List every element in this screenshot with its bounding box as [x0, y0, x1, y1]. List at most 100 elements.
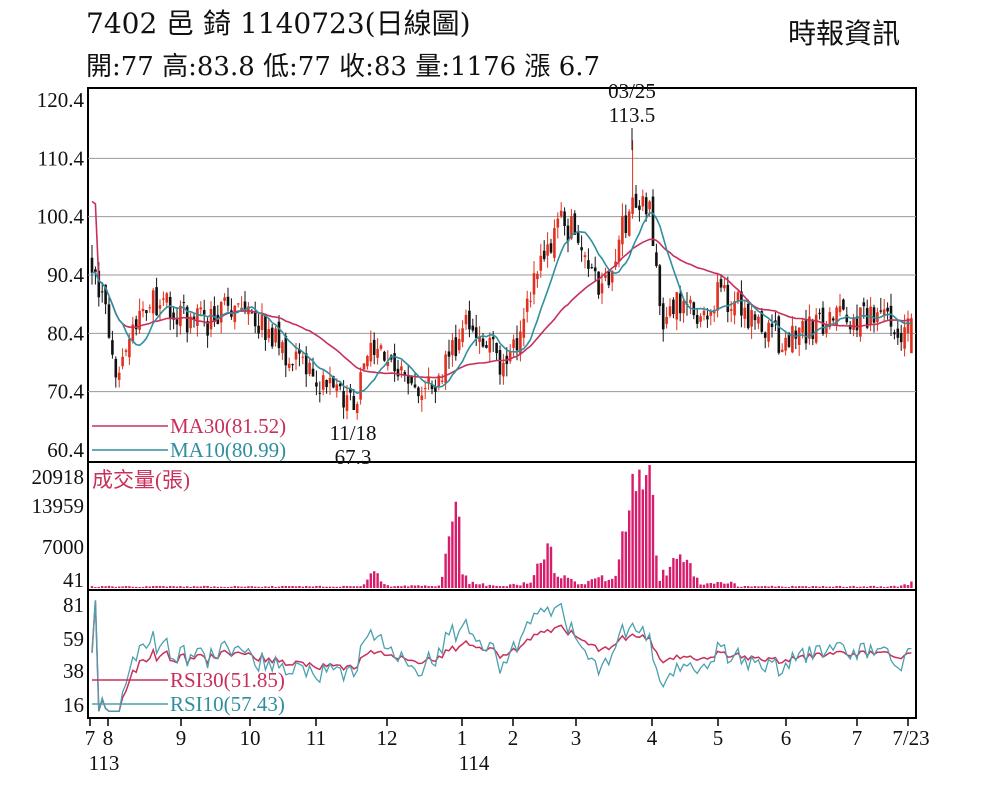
- candlestick: [539, 243, 543, 278]
- price-y-tick: 120.4: [37, 88, 85, 112]
- volume-bar: [679, 554, 682, 588]
- volume-bar: [855, 586, 859, 588]
- volume-bar: [437, 585, 440, 588]
- volume-bar: [390, 586, 393, 588]
- candlestick: [352, 388, 356, 411]
- volume-bar: [611, 578, 614, 588]
- volume-bar: [492, 585, 495, 588]
- candlestick: [525, 290, 529, 323]
- volume-bar: [889, 585, 893, 588]
- volume-bar: [441, 576, 444, 588]
- candlestick: [906, 310, 910, 342]
- candlestick: [474, 314, 478, 347]
- volume-bar: [240, 586, 243, 588]
- volume-bar: [645, 475, 648, 588]
- volume-bar: [767, 586, 770, 588]
- volume-y-tick: 7000: [42, 535, 84, 559]
- price-y-tick: 60.4: [47, 438, 84, 462]
- volume-bar: [617, 559, 621, 588]
- volume-bar: [281, 585, 284, 588]
- volume-bar: [152, 586, 155, 588]
- candlestick: [508, 344, 512, 364]
- volume-bar: [97, 586, 100, 588]
- volume-bar: [267, 586, 270, 588]
- price-candlesticks: [90, 140, 913, 420]
- ma10-line: [91, 211, 912, 395]
- candlestick: [774, 312, 777, 331]
- candlestick: [505, 347, 509, 377]
- candlestick: [777, 314, 781, 355]
- volume-bar: [199, 586, 202, 588]
- candlestick: [328, 366, 332, 395]
- volume-bar: [587, 580, 590, 588]
- volume-bar: [169, 585, 172, 588]
- volume-bar: [298, 586, 301, 588]
- candlestick: [865, 299, 869, 330]
- volume-bar: [549, 546, 553, 588]
- volume-bar: [311, 586, 315, 588]
- candlestick: [369, 330, 373, 367]
- volume-bar: [179, 586, 182, 588]
- candlestick: [678, 285, 682, 322]
- volume-bar: [784, 586, 787, 588]
- volume-bar: [699, 584, 702, 588]
- candlestick: [740, 280, 743, 328]
- volume-bar: [638, 469, 641, 588]
- candlestick: [213, 296, 216, 327]
- candlestick: [423, 380, 427, 400]
- candlestick: [573, 210, 577, 235]
- volume-bar: [359, 586, 362, 588]
- volume-bar: [111, 586, 114, 588]
- candlestick: [743, 300, 747, 328]
- volume-bar: [733, 583, 736, 588]
- volume-bar: [413, 585, 417, 588]
- candlestick: [264, 313, 267, 351]
- candlestick: [440, 374, 444, 385]
- volume-bar: [369, 573, 372, 588]
- candlestick: [447, 339, 451, 369]
- volume-bar: [254, 586, 257, 588]
- volume-bar: [172, 586, 175, 588]
- volume-bar: [260, 586, 264, 588]
- x-axis-month-label: 8: [103, 726, 114, 750]
- volume-bar: [794, 586, 797, 588]
- volume-bar: [118, 586, 121, 588]
- volume-bar: [189, 586, 192, 588]
- volume-bar: [349, 586, 352, 588]
- candlestick: [638, 200, 641, 222]
- candlestick: [281, 340, 284, 360]
- volume-bar: [162, 586, 165, 588]
- volume-bar: [522, 582, 525, 588]
- volume-bar: [804, 586, 808, 588]
- volume-bar: [828, 586, 831, 588]
- candlestick: [420, 386, 424, 412]
- volume-bar: [570, 578, 573, 588]
- low-date-label: 11/18: [329, 421, 376, 445]
- candlestick: [848, 320, 852, 334]
- volume-bar: [730, 581, 733, 588]
- price-y-tick: 70.4: [47, 380, 84, 404]
- volume-bar: [213, 586, 216, 588]
- candlestick: [753, 310, 757, 330]
- volume-bar: [325, 586, 328, 588]
- volume-bar: [155, 585, 158, 588]
- volume-panel-frame: [87, 461, 917, 591]
- candlestick: [563, 207, 566, 236]
- volume-bar: [893, 585, 896, 588]
- volume-bar: [458, 516, 461, 588]
- volume-bar: [206, 585, 209, 588]
- candlestick: [604, 267, 607, 282]
- volume-bar: [685, 559, 689, 588]
- volume-bar: [335, 586, 338, 588]
- volume-bar: [318, 585, 321, 588]
- candlestick: [393, 343, 396, 382]
- candlestick: [230, 298, 233, 320]
- volume-bar: [451, 521, 454, 588]
- source-label: 時報資訊: [788, 17, 900, 50]
- candlestick: [457, 328, 461, 354]
- chart-title: 7402 邑 錡 1140723(日線圖): [86, 7, 471, 40]
- candlestick: [478, 326, 481, 354]
- volume-bar: [760, 586, 763, 588]
- candlestick: [471, 318, 475, 333]
- candlestick: [770, 314, 774, 338]
